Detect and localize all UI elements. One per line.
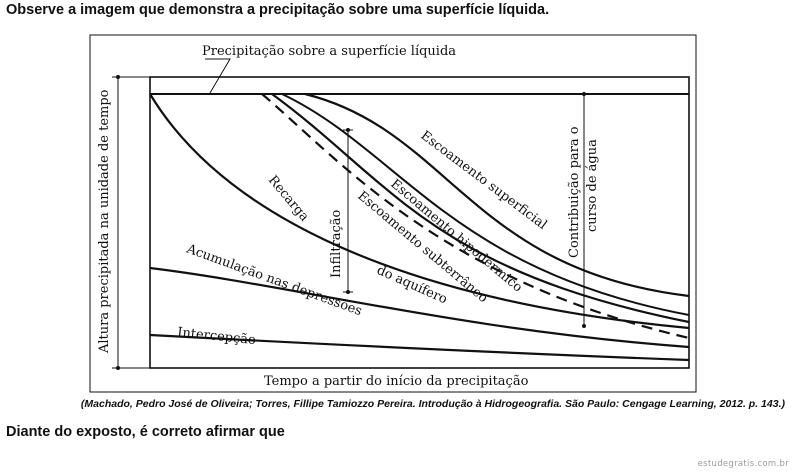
infiltration-dot-bottom: [346, 290, 350, 294]
watermark: estudegratis.com.br: [697, 459, 789, 469]
curve-subsurface-2: [281, 93, 690, 316]
label-interception: Intercepção: [177, 325, 257, 348]
right-label-line2: curso de água: [585, 139, 600, 232]
y-axis-dot-top: [116, 75, 120, 79]
infiltration-dot-top: [346, 128, 350, 132]
plot-area: [149, 76, 690, 369]
x-axis-label: Tempo a partir do início da precipitação: [264, 374, 529, 389]
diagram-frame: [89, 34, 697, 393]
contribution-dot-top: [582, 92, 586, 96]
contribution-dot-bottom: [582, 324, 586, 328]
curve-depression-accumulation: [149, 266, 690, 349]
curve-recharge: [149, 93, 690, 330]
right-label-line1: Contribuição para o: [567, 126, 582, 258]
top-label: Precipitação sobre a superfície líquida: [202, 44, 456, 59]
curve-interception: [149, 333, 690, 362]
page-heading: Observe a imagem que demonstra a precipi…: [6, 2, 550, 18]
citation: (Machado, Pedro José de Oliveira; Torres…: [80, 398, 785, 410]
top-label-leader: [205, 58, 231, 94]
label-recharge: Recarga: [265, 173, 312, 225]
question-prompt: Diante do exposto, é correto afirmar que: [6, 424, 285, 440]
y-axis-dot-bottom: [116, 366, 120, 370]
curve-groundwater-dashed: [261, 93, 690, 340]
curve-surface-runoff: [304, 92, 690, 298]
y-axis-label: Altura precipitada na unidade de tempo: [97, 89, 112, 354]
curve-subsurface: [271, 93, 690, 324]
label-infiltration: Infiltração: [329, 209, 344, 278]
